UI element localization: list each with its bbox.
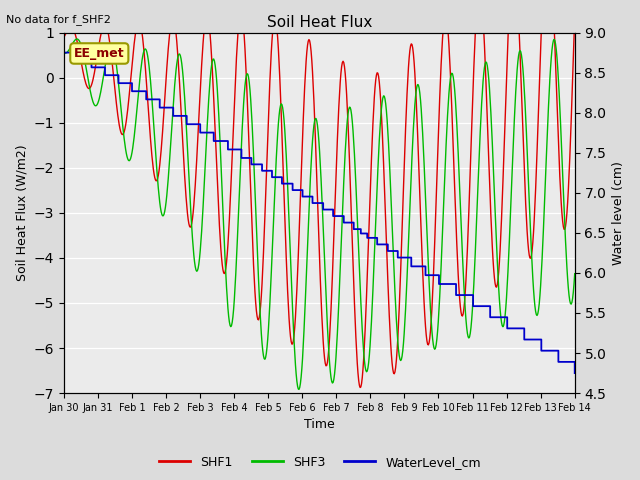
X-axis label: Time: Time <box>304 419 335 432</box>
Text: No data for f_SHF2: No data for f_SHF2 <box>6 14 111 25</box>
Y-axis label: Soil Heat Flux (W/m2): Soil Heat Flux (W/m2) <box>15 144 28 281</box>
Text: EE_met: EE_met <box>74 47 125 60</box>
Title: Soil Heat Flux: Soil Heat Flux <box>267 15 372 30</box>
Y-axis label: Water level (cm): Water level (cm) <box>612 161 625 265</box>
Legend: SHF1, SHF3, WaterLevel_cm: SHF1, SHF3, WaterLevel_cm <box>154 451 486 474</box>
